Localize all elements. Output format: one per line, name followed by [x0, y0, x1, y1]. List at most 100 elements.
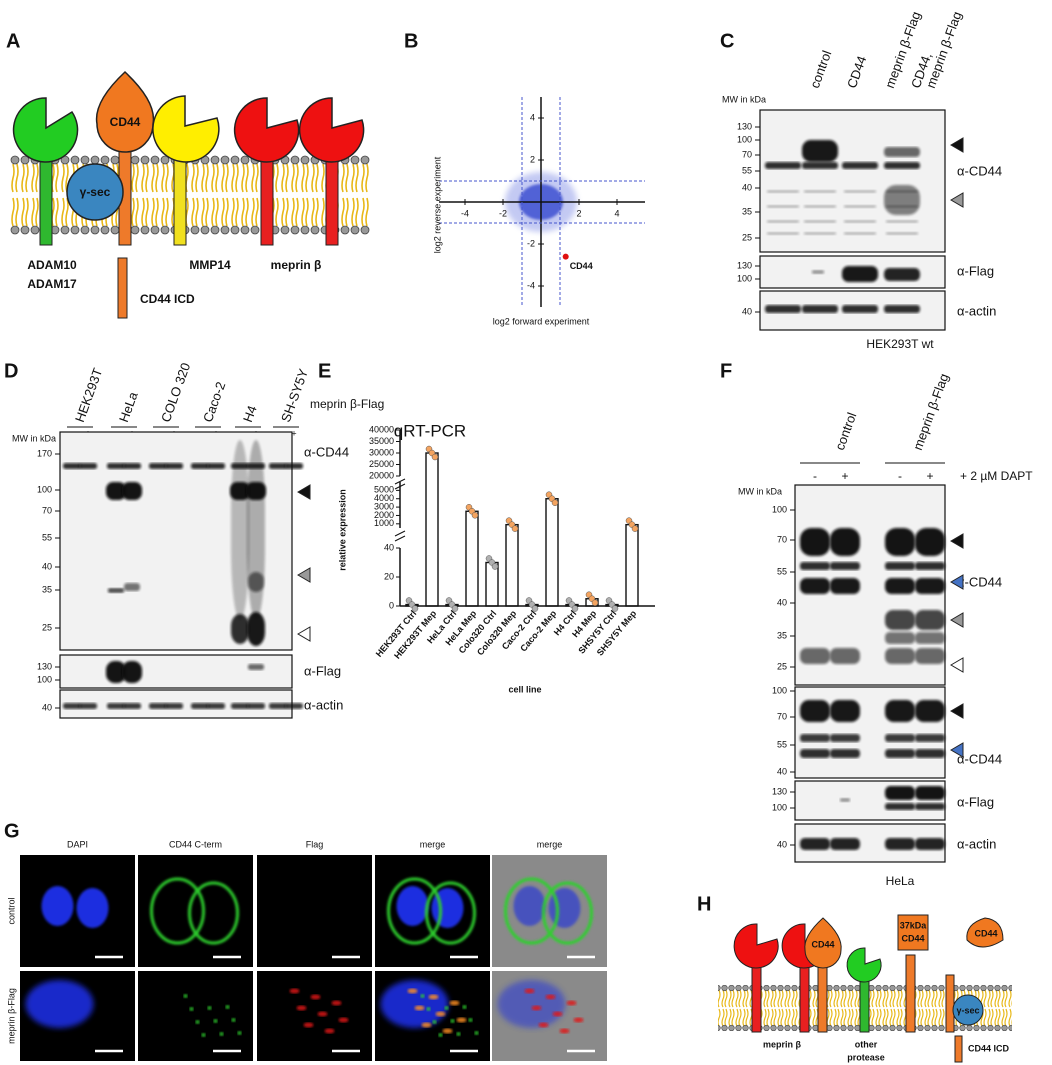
- signal: [497, 980, 566, 1028]
- signal: [317, 1011, 328, 1017]
- panel-h: H CD44 37kDa CD44 CD44 γ-sec meprin β ot…: [697, 893, 1012, 1063]
- band: [247, 440, 265, 620]
- letter: B: [404, 30, 418, 52]
- band: [885, 803, 915, 810]
- mw-marker: 40: [742, 182, 752, 192]
- signal: [407, 988, 418, 994]
- treatment-label: + 2 µM DAPT: [960, 469, 1033, 483]
- micrograph: [138, 855, 253, 967]
- band: [885, 528, 915, 556]
- antibody-label: α-actin: [304, 697, 343, 712]
- mw-marker: 25: [42, 622, 52, 632]
- band: [207, 703, 225, 709]
- antibody-label: α-Flag: [957, 263, 994, 278]
- y-tick-label: -2: [527, 238, 535, 248]
- blot: [59, 654, 293, 689]
- protease: [152, 95, 220, 163]
- signal: [420, 994, 425, 998]
- band: [885, 648, 915, 664]
- y-tick-label: 4000: [374, 493, 394, 503]
- signal: [303, 1022, 314, 1028]
- arrowhead: [297, 484, 311, 500]
- band: [886, 232, 918, 235]
- band: [122, 482, 142, 500]
- mw-marker: 70: [777, 711, 787, 721]
- band: [802, 162, 838, 169]
- cd44: [966, 917, 1004, 948]
- band: [885, 700, 915, 722]
- band: [844, 205, 876, 208]
- mw-marker: 55: [777, 566, 787, 576]
- replicate-dot: [431, 453, 439, 461]
- signal: [76, 888, 109, 928]
- signal: [296, 1005, 307, 1011]
- mw-marker: 130: [737, 121, 752, 131]
- mw-marker: 40: [777, 839, 787, 849]
- signal: [150, 877, 205, 945]
- band: [191, 463, 209, 469]
- y-tick-label: 5000: [374, 485, 394, 495]
- treatment-label: meprin β-Flag: [310, 397, 384, 411]
- band: [107, 703, 125, 709]
- arrowhead: [950, 574, 964, 590]
- band: [123, 703, 141, 709]
- bold: MMP14: [189, 258, 231, 272]
- sign-label: +: [291, 428, 296, 438]
- bold small: other: [855, 1039, 878, 1049]
- cd44: [804, 917, 842, 969]
- letter: A: [6, 30, 20, 52]
- x-tick-label: 4: [614, 208, 619, 218]
- stalk: [945, 974, 955, 1033]
- lane-label: CD44: [844, 54, 869, 90]
- signal: [432, 1020, 437, 1024]
- mw-marker: 40: [42, 561, 52, 571]
- band: [830, 562, 860, 570]
- mw-marker: 55: [777, 739, 787, 749]
- band: [885, 632, 915, 644]
- signal: [435, 1011, 446, 1017]
- band: [844, 232, 876, 235]
- band: [844, 190, 876, 193]
- signal: [225, 1005, 230, 1009]
- arrowhead: [297, 626, 311, 642]
- band: [207, 463, 225, 469]
- band: [106, 482, 126, 500]
- bold small: meprin β: [763, 1039, 802, 1049]
- band: [123, 463, 141, 469]
- arrowhead: [950, 137, 964, 153]
- band: [830, 700, 860, 722]
- band: [802, 305, 838, 313]
- signal: [504, 877, 559, 945]
- x-axis-label: log2 forward experiment: [493, 316, 590, 326]
- band: [915, 648, 945, 664]
- signal: [195, 1020, 200, 1024]
- row-label: control: [6, 897, 16, 924]
- band: [885, 734, 915, 742]
- antibody-label: α-Flag: [304, 663, 341, 678]
- band: [885, 786, 915, 800]
- signal: [331, 1000, 342, 1006]
- arrowhead: [297, 567, 311, 583]
- band: [830, 749, 860, 758]
- band: [830, 578, 860, 594]
- bar: [505, 523, 519, 607]
- signal: [231, 1018, 236, 1022]
- band: [804, 232, 836, 235]
- bar: [425, 452, 439, 607]
- band: [804, 205, 836, 208]
- signal: [189, 1007, 194, 1011]
- band: [108, 588, 124, 593]
- band: [247, 703, 265, 709]
- signal: [425, 881, 476, 945]
- arrowhead: [950, 533, 964, 549]
- signal: [338, 1017, 349, 1023]
- gamma-secretase: [952, 994, 984, 1026]
- signal: [531, 1005, 542, 1011]
- mw-label: MW in kDa: [722, 94, 766, 104]
- signal: [538, 1022, 549, 1028]
- band: [269, 703, 287, 709]
- mw-marker: 55: [42, 532, 52, 542]
- y-axis-label: log2 reverse experiment: [432, 156, 442, 253]
- y-tick-label: 30000: [369, 447, 394, 457]
- signal: [380, 980, 449, 1028]
